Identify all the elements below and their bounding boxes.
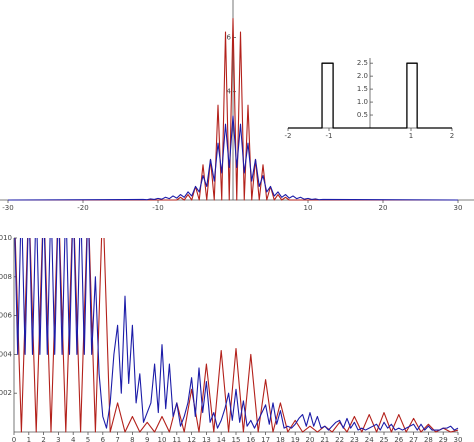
- x-tick-label: 1: [409, 132, 413, 140]
- x-tick-label: 0: [12, 436, 16, 442]
- y-tick-label: 0.5: [357, 111, 368, 119]
- x-tick-label: 5: [86, 436, 90, 442]
- x-tick-label: 21: [320, 436, 329, 442]
- x-tick-label: 11: [172, 436, 181, 442]
- x-tick-label: 24: [365, 436, 374, 442]
- x-tick-label: 12: [187, 436, 196, 442]
- data-line: [7, 115, 459, 201]
- x-tick-label: -10: [152, 204, 163, 212]
- x-tick-label: 1: [27, 436, 31, 442]
- y-tick-label: 1.5: [357, 85, 368, 93]
- x-tick-label: 14: [217, 436, 226, 442]
- x-tick-label: -30: [2, 204, 13, 212]
- y-tick-label: 2.0: [357, 72, 368, 80]
- y-tick-label: 0.010: [0, 234, 12, 242]
- y-tick-label: 1.0: [357, 98, 368, 106]
- x-tick-label: 28: [424, 436, 433, 442]
- x-tick-label: -20: [77, 204, 88, 212]
- x-tick-label: 29: [439, 436, 448, 442]
- x-tick-label: 26: [394, 436, 403, 442]
- x-tick-label: 19: [291, 436, 300, 442]
- x-tick-label: 7: [115, 436, 119, 442]
- x-tick-label: 17: [261, 436, 270, 442]
- x-tick-label: 30: [454, 204, 463, 212]
- x-tick-label: 20: [379, 204, 388, 212]
- x-tick-label: 10: [158, 436, 167, 442]
- x-tick-label: 10: [304, 204, 313, 212]
- x-tick-label: 2: [450, 132, 454, 140]
- x-tick-label: 13: [202, 436, 211, 442]
- x-tick-label: -1: [326, 132, 333, 140]
- y-tick-label: 0.004: [0, 350, 13, 358]
- x-tick-label: 3: [56, 436, 60, 442]
- x-tick-label: 18: [276, 436, 285, 442]
- data-line: [14, 238, 459, 431]
- x-tick-label: 20: [306, 436, 315, 442]
- y-tick-label: 0.006: [0, 312, 13, 320]
- y-tick-label: 4: [227, 88, 232, 96]
- x-tick-label: 27: [409, 436, 418, 442]
- x-tick-label: 2: [41, 436, 45, 442]
- plot-area: [288, 62, 452, 129]
- x-tick-label: -2: [285, 132, 292, 140]
- plot-area: [14, 238, 459, 433]
- plot-area: [7, 17, 459, 201]
- x-tick-label: 9: [145, 436, 149, 442]
- data-line: [14, 238, 459, 433]
- y-tick-label: 0.008: [0, 273, 12, 281]
- x-tick-label: 25: [380, 436, 389, 442]
- x-tick-label: 15: [232, 436, 241, 442]
- x-tick-label: 4: [71, 436, 76, 442]
- x-tick-label: 6: [101, 436, 106, 442]
- y-tick-label: 6: [227, 34, 232, 42]
- data-line: [8, 17, 458, 201]
- x-tick-label: 16: [246, 436, 255, 442]
- x-tick-label: 8: [130, 436, 134, 442]
- x-tick-label: 23: [350, 436, 359, 442]
- x-tick-label: 30: [454, 436, 463, 442]
- data-line: [288, 62, 452, 129]
- y-tick-label: 0.002: [0, 389, 12, 397]
- y-tick-label: 2.5: [357, 59, 368, 67]
- x-tick-label: 22: [335, 436, 344, 442]
